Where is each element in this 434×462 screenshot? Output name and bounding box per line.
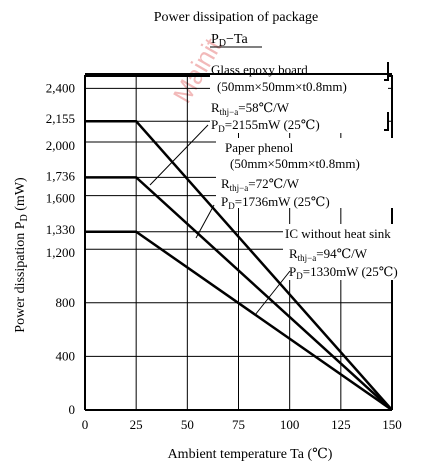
x-axis-title: Ambient temperature Ta (℃) [168,447,333,462]
series-label-line: Glass epoxy board [211,62,308,77]
x-tick-label: 100 [280,417,300,432]
y-tick-label: 2,400 [46,80,75,95]
series-line-3 [85,230,393,412]
series-line-2 [85,176,393,411]
series-label-line: Paper phenol [225,140,294,155]
series-label-line: PD=1736mW (25℃) [221,194,330,211]
series-label-line: Rthj−a=72℃/W [221,176,300,193]
series-label-line: PD=2155mW (25℃) [211,117,320,134]
y-tick-label: 1,736 [46,168,76,183]
series-label-background [283,224,433,280]
series-lines [85,119,393,412]
chart-subtitle: PD−Ta [211,32,249,49]
series-line-1 [85,119,393,411]
x-tick-label: 125 [331,417,351,432]
series-label-background [210,75,388,133]
label-bracket-top [384,62,389,81]
y-tick-label: 1,600 [46,191,75,206]
y-tick-label: 1,200 [46,245,75,260]
y-tick-label: 2,155 [46,111,75,126]
y-axis-title: Power dissipation PD (mW) [13,177,30,333]
series-label-pointer [195,204,215,239]
y-tick-label: 0 [69,402,76,417]
series-label-line: (50mm×50mm×t0.8mm) [217,79,347,94]
series-label-pointer [149,124,209,186]
series-label-line: Rthj−a=94℃/W [289,246,368,263]
x-tick-label: 75 [232,417,245,432]
series-label-pointer [254,270,291,316]
label-bracket-bottom [384,112,389,131]
x-tick-label: 25 [130,417,143,432]
y-tick-label: 800 [56,295,76,310]
series-labels: Glass epoxy board (50mm×50mm×t0.8mm) Rthj−… [149,62,433,316]
y-tick-label: 2,000 [46,138,75,153]
series-label-line: Rthj−a=58℃/W [211,100,290,117]
y-tick-label: 400 [56,348,76,363]
series-label-line: IC without heat sink [285,226,391,241]
series-label-background [216,138,394,208]
chart-title: Power dissipation of package [154,10,318,25]
y-tick-label: 1,330 [46,222,75,237]
series-label-line: (50mm×50mm×t0.8mm) [230,156,360,171]
tick-labels: 0 25 50 75 100 125 150 0 400 800 1,200 1,330 1,600 1,… [46,80,402,432]
x-tick-label: 150 [382,417,402,432]
x-tick-label: 50 [181,417,194,432]
x-tick-label: 0 [82,417,89,432]
series-label-line: PD=1330mW (25℃) [289,264,398,281]
